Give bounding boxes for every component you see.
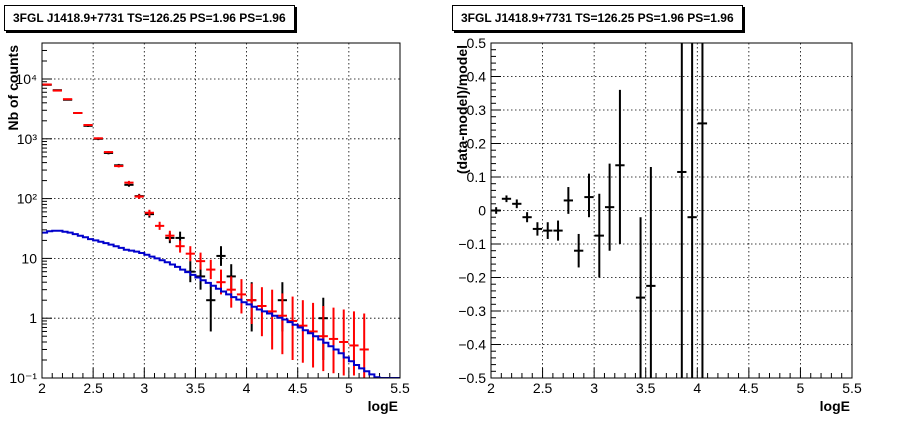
right-x-tick-label: 5.5 xyxy=(842,380,862,396)
right-data-point-black xyxy=(563,187,573,214)
left-data-point-red xyxy=(359,313,369,378)
left-x-tick-label: 5 xyxy=(345,380,353,396)
right-x-tick-label: 4.5 xyxy=(739,380,759,396)
left-data-point-red xyxy=(298,300,308,363)
right-data-point-black xyxy=(501,195,512,203)
left-y-tick-label: 10⁴ xyxy=(15,71,37,87)
left-y-tick-label: 10 xyxy=(21,250,37,266)
left-x-tick-label: 4.5 xyxy=(288,380,308,396)
right-data-point-black xyxy=(677,43,687,378)
left-data-point-red xyxy=(52,89,62,92)
right-y-tick-label: −0.3 xyxy=(458,303,486,319)
left-data-point-black xyxy=(206,282,216,332)
left-y-tick-label: 10³ xyxy=(17,131,38,147)
right-plot: 2 2.5 3 3.5 4 4.5 5 5.5 −0.5 −0.4 −0.3 −0.2 −0.1 0 0.1… xyxy=(454,35,862,414)
left-data-point-red xyxy=(144,209,155,217)
right-data-point-black xyxy=(697,43,708,378)
right-data-point-black xyxy=(491,207,501,214)
left-data-point-red xyxy=(236,279,247,314)
right-data-point-black xyxy=(543,222,553,239)
right-y-tick-label: 0 xyxy=(478,203,486,219)
left-data-point-red xyxy=(339,309,349,376)
right-data-point-black xyxy=(512,199,522,209)
right-x-tick-label: 4 xyxy=(693,380,701,396)
right-x-axis-label: logE xyxy=(820,398,850,414)
left-data-point-black xyxy=(216,246,226,266)
right-y-tick-label: −0.5 xyxy=(458,370,486,386)
left-data-point-red xyxy=(124,180,134,185)
right-data-point-black xyxy=(584,173,594,218)
right-y-axis-label: (data-model)/model xyxy=(454,45,470,174)
left-plot-frame xyxy=(41,42,401,379)
left-x-axis-label: logE xyxy=(368,398,398,414)
left-data-point-red xyxy=(328,307,339,374)
left-data-point-red xyxy=(226,276,236,308)
left-data-point-red xyxy=(155,221,165,230)
right-y-tick-label: −0.1 xyxy=(458,236,486,252)
right-x-tick-label: 3.5 xyxy=(636,380,656,396)
right-x-tick-label: 2.5 xyxy=(533,380,553,396)
left-data-point-red xyxy=(73,112,83,115)
left-data-point-red xyxy=(175,240,185,253)
right-y-tick-label: 0.4 xyxy=(467,69,487,85)
left-data-point-red xyxy=(62,98,73,101)
right-data-point-black xyxy=(615,89,625,244)
right-chart-title: 3FGL J1418.9+7731 TS=126.25 PS=1.96 PS=1… xyxy=(452,5,743,31)
right-data-point-black xyxy=(635,217,646,378)
left-data-point-red xyxy=(185,246,195,262)
right-plot-frame xyxy=(490,42,853,379)
right-data-point-black xyxy=(604,163,615,251)
right-y-tick-label: −0.4 xyxy=(458,337,486,353)
left-data-point-red xyxy=(114,164,124,168)
right-x-tick-label: 5 xyxy=(797,380,805,396)
right-y-tick-label: 0.3 xyxy=(467,102,487,118)
left-data-point-red xyxy=(83,124,93,127)
left-plot: 2 2.5 3 3.5 4 4.5 5 5.5 10⁻¹ 1 10 10² 10³ 10⁴ logE Nb o… xyxy=(5,42,410,414)
left-chart-title: 3FGL J1418.9+7731 TS=126.25 PS=1.96 PS=1… xyxy=(4,5,295,31)
right-data-point-black xyxy=(574,233,584,268)
left-y-tick-label: 10⁻¹ xyxy=(9,370,37,386)
left-model-step-line xyxy=(42,229,400,378)
right-data-point-black xyxy=(646,166,656,378)
right-x-tick-label: 3 xyxy=(590,380,598,396)
left-data-point-red xyxy=(42,83,52,86)
left-series-group xyxy=(42,83,400,378)
left-data-point-red xyxy=(287,296,298,360)
left-y-tick-label: 1 xyxy=(29,310,37,326)
left-x-tick-label: 2 xyxy=(38,380,46,396)
right-y-tick-label: 0.2 xyxy=(467,136,487,152)
left-data-point-red xyxy=(206,259,216,280)
left-y-axis-label: Nb of counts xyxy=(5,45,21,131)
left-x-tick-label: 2.5 xyxy=(83,380,103,396)
left-data-point-red xyxy=(93,137,103,140)
left-x-tick-label: 3 xyxy=(140,380,148,396)
right-y-tick-label: 0.5 xyxy=(467,35,487,51)
left-y-tick-label: 10² xyxy=(17,191,38,207)
right-data-point-black xyxy=(687,43,697,378)
right-data-point-black xyxy=(553,220,563,241)
left-data-point-red xyxy=(103,151,114,154)
left-data-point-red xyxy=(165,230,175,241)
right-series-group xyxy=(491,43,708,378)
left-data-point-red xyxy=(277,293,287,355)
left-x-tick-label: 4 xyxy=(243,380,251,396)
right-y-tick-label: 0.1 xyxy=(467,169,487,185)
left-x-tick-label: 3.5 xyxy=(186,380,206,396)
right-data-point-black xyxy=(522,212,532,223)
right-y-tick-label: −0.2 xyxy=(458,270,486,286)
left-x-tick-label: 5.5 xyxy=(390,380,410,396)
left-data-point-red xyxy=(267,289,277,350)
right-data-point-black xyxy=(594,193,604,278)
left-data-point-red xyxy=(134,194,144,199)
right-data-point-black xyxy=(532,222,543,236)
left-data-point-red xyxy=(195,252,206,270)
right-x-tick-label: 2 xyxy=(487,380,495,396)
